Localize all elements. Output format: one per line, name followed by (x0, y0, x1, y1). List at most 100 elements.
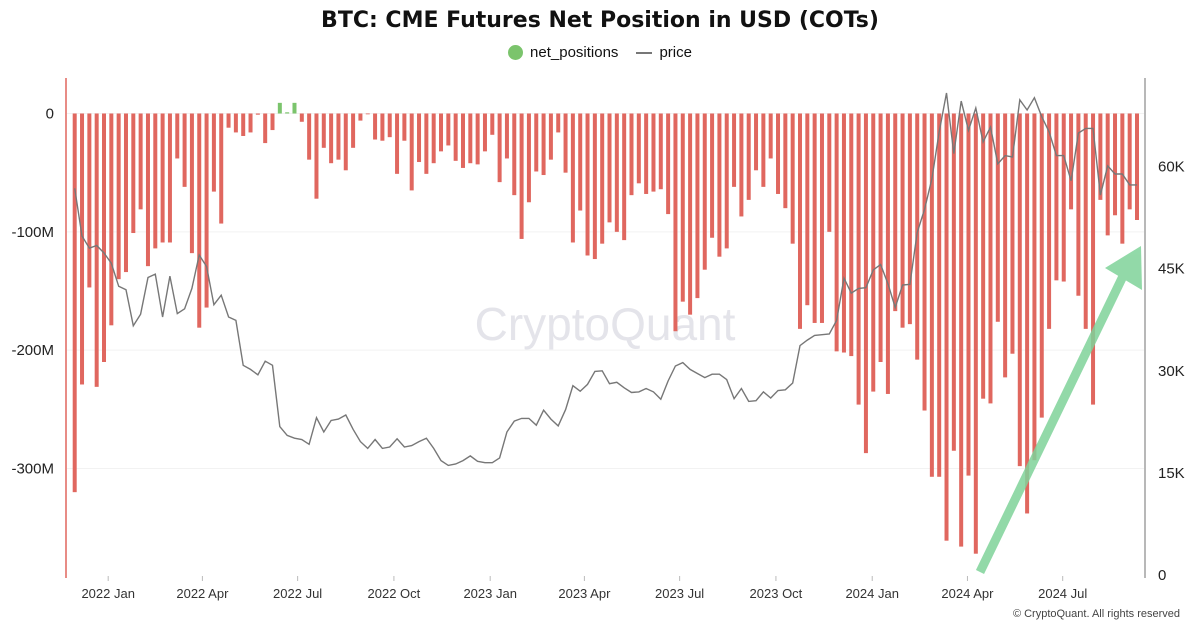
net-position-bar (255, 113, 260, 115)
net-position-bar (746, 113, 751, 200)
net-position-bar (402, 113, 407, 141)
net-position-bar (94, 113, 99, 387)
net-position-bar (534, 113, 539, 172)
legend-label-net-positions: net_positions (530, 44, 619, 61)
x-tick-label: 2024 Jul (1038, 586, 1087, 601)
x-axis-ticks: 2022 Jan 2022 Apr 2022 Jul 2022 Oct 2023 Jan… (81, 576, 1087, 601)
net-position-bar (417, 113, 422, 163)
net-position-bar (1098, 113, 1103, 200)
net-position-bar (1091, 113, 1096, 405)
right-tick-label: 45K (1158, 261, 1185, 278)
arrow-shaft (975, 270, 1130, 574)
net-position-bar (651, 113, 656, 192)
net-position-bar (717, 113, 722, 257)
net-position-bar (307, 113, 312, 160)
net-position-bar (629, 113, 634, 196)
net-position-bar (248, 113, 253, 133)
net-position-bar (944, 113, 949, 541)
net-position-bar (72, 113, 77, 493)
net-position-bar (241, 113, 246, 136)
left-tick-label: -200M (11, 342, 54, 359)
chart-title: BTC: CME Futures Net Position in USD (CO… (321, 8, 879, 33)
net-position-bar (585, 113, 590, 256)
net-position-bar (885, 113, 890, 394)
net-position-bar (607, 113, 612, 223)
net-position-bar (1105, 113, 1110, 236)
net-position-bar (966, 113, 971, 476)
net-position-bar (189, 113, 194, 254)
net-position-bar (373, 113, 378, 140)
net-position-bar (841, 113, 846, 353)
net-position-bar (138, 113, 143, 210)
net-position-bar (973, 113, 978, 554)
net-position-bar (182, 113, 187, 187)
net-position-bar (292, 102, 297, 114)
net-position-bar (431, 113, 436, 164)
left-tick-label: -300M (11, 461, 54, 478)
net-positions-bars (72, 102, 1139, 554)
x-tick-label: 2022 Jul (273, 586, 322, 601)
net-position-bar (1113, 113, 1118, 216)
net-position-bar (893, 113, 898, 312)
annotation-arrow (975, 246, 1142, 574)
net-position-bar (321, 113, 326, 148)
net-position-bar (453, 113, 458, 161)
net-position-bar (1069, 113, 1074, 210)
net-position-bar (482, 113, 487, 152)
left-tick-label: -100M (11, 224, 54, 241)
net-position-bar (600, 113, 605, 244)
legend-item-price[interactable]: price (636, 44, 692, 61)
net-position-bar (336, 113, 341, 160)
x-tick-label: 2024 Jan (845, 586, 899, 601)
net-position-bar (805, 113, 810, 306)
net-position-bar (863, 113, 868, 454)
x-tick-label: 2023 Jan (463, 586, 517, 601)
net-position-bar (197, 113, 202, 328)
right-axis-ticks: 0 15K 30K 45K 60K (1158, 159, 1185, 584)
net-position-bar (233, 113, 238, 133)
net-position-bar (131, 113, 136, 234)
net-position-bar (644, 113, 649, 194)
net-position-bar (1135, 113, 1139, 220)
net-position-bar (878, 113, 883, 362)
net-position-bar (622, 113, 627, 241)
net-position-bar (123, 113, 128, 273)
net-position-bar (732, 113, 737, 187)
legend-marker-net-positions (508, 45, 524, 60)
net-position-bar (504, 113, 509, 159)
net-position-bar (1017, 113, 1022, 467)
net-position-bar (981, 113, 986, 399)
net-position-bar (519, 113, 524, 239)
x-tick-label: 2023 Oct (750, 586, 803, 601)
x-tick-label: 2022 Oct (368, 586, 421, 601)
net-position-bar (849, 113, 854, 357)
net-position-bar (937, 113, 942, 477)
net-position-bar (263, 113, 268, 144)
net-position-bar (812, 113, 817, 323)
price-line (74, 92, 1137, 467)
arrow-head-icon (1105, 246, 1142, 290)
x-tick-label: 2023 Apr (558, 586, 611, 601)
net-position-bar (387, 113, 392, 138)
copyright-footer: © CryptoQuant. All rights reserved (1012, 608, 1180, 620)
net-position-bar (153, 113, 158, 249)
net-position-bar (204, 113, 209, 308)
net-position-bar (959, 113, 964, 547)
net-position-bar (299, 113, 304, 122)
net-position-bar (922, 113, 927, 411)
legend: net_positions price (0, 44, 1200, 61)
net-position-bar (702, 113, 707, 270)
net-position-bar (475, 113, 480, 165)
net-position-bar (351, 113, 356, 148)
net-position-bar (819, 113, 824, 323)
net-position-bar (160, 113, 165, 243)
legend-item-net-positions[interactable]: net_positions (508, 44, 618, 61)
net-position-bar (636, 113, 641, 184)
right-tick-label: 30K (1158, 363, 1185, 380)
net-position-bar (578, 113, 583, 211)
net-position-bar (1120, 113, 1125, 244)
x-tick-label: 2023 Jul (655, 586, 704, 601)
right-tick-label: 0 (1158, 567, 1166, 584)
net-position-bar (783, 113, 788, 209)
net-position-bar (468, 113, 473, 164)
